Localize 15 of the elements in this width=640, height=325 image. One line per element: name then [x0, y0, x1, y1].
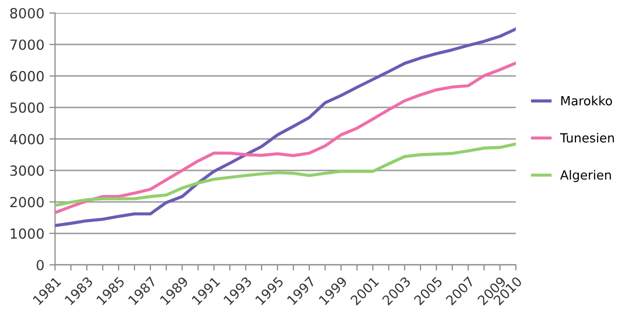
y-tick-label: 2000	[10, 196, 44, 208]
y-tick-label: 1000	[10, 228, 44, 239]
line-series	[55, 142, 516, 207]
legend-label: Algerien	[560, 170, 611, 182]
y-tick-label: 0	[36, 260, 44, 270]
y-tick-label: 3000	[10, 165, 44, 176]
legend-label: Tunesien	[560, 132, 614, 143]
y-tick-label: 4000	[10, 134, 44, 144]
y-tick-label: 6000	[10, 70, 44, 82]
legend-label: Marokko	[561, 96, 612, 106]
y-tick-label: 8000	[10, 8, 44, 18]
y-tick-label: 7000	[10, 39, 44, 50]
line-series	[55, 28, 516, 228]
line-series	[55, 62, 516, 214]
y-tick-label: 5000	[10, 102, 44, 113]
